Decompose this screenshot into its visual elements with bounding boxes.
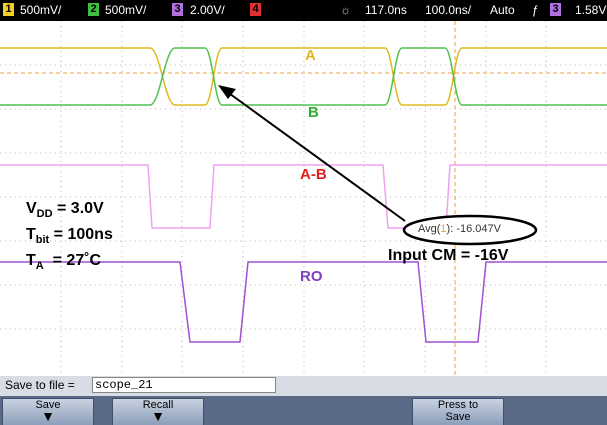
text-part: Save xyxy=(413,411,503,423)
filename-field[interactable]: scope_21 xyxy=(92,377,276,393)
condition: TA = 27˚C xyxy=(26,252,101,272)
arrow-icon: ▼ xyxy=(113,411,203,421)
text-part: T xyxy=(26,226,36,243)
trace-label: A xyxy=(305,47,316,64)
delay: 117.0ns xyxy=(365,3,407,17)
channel-scale: 500mV/ xyxy=(20,3,61,17)
channel-badge: 2 xyxy=(88,3,99,16)
timebase: 100.0ns/ xyxy=(425,3,471,17)
measurement: Avg(1): -16.047V xyxy=(418,223,501,235)
trace-label: B xyxy=(308,104,319,121)
condition: Tbit = 100ns xyxy=(26,226,113,246)
text-part: Press to xyxy=(413,399,503,411)
trace-label: A-B xyxy=(300,166,327,183)
trace-label: RO xyxy=(300,268,323,285)
text-part: = 27˚C xyxy=(44,252,101,269)
text-part: = 3.0V xyxy=(53,200,104,217)
softkey[interactable]: Save▼ xyxy=(2,398,94,425)
channel-badge: 4 xyxy=(250,3,261,16)
grid xyxy=(0,21,607,376)
channel-scale: 2.00V/ xyxy=(190,3,225,17)
channel-scale: 500mV/ xyxy=(105,3,146,17)
text-part: V xyxy=(26,200,37,217)
annotation: Input CM = -16V xyxy=(388,247,508,265)
trigger-source: 3 xyxy=(550,3,561,16)
trigger-level: 1.58V xyxy=(575,3,606,17)
text-part: ): -16.047V xyxy=(447,223,501,235)
waveform-area xyxy=(0,21,607,376)
softkey[interactable]: Recall▼ xyxy=(112,398,204,425)
trigger-slope: ƒ xyxy=(532,3,539,17)
condition: VDD = 3.0V xyxy=(26,200,104,220)
text-part: = 100ns xyxy=(49,226,113,243)
arrow-icon: ▼ xyxy=(3,411,93,421)
channel-badge: 1 xyxy=(3,3,14,16)
trigger-mode: Auto xyxy=(490,3,515,17)
scope-screen: 1 500mV/ 2 500mV/ 3 2.00V/ 4 ☼ 117.0ns 1… xyxy=(0,0,607,425)
save-label: Save to file = xyxy=(5,378,75,392)
text-part: DD xyxy=(37,208,53,220)
text-part: bit xyxy=(36,234,49,246)
sun-icon: ☼ xyxy=(340,3,351,17)
text-part: Avg( xyxy=(418,223,440,235)
text-part: T xyxy=(26,252,36,269)
channel-badge: 3 xyxy=(172,3,183,16)
text-part: A xyxy=(36,260,44,272)
